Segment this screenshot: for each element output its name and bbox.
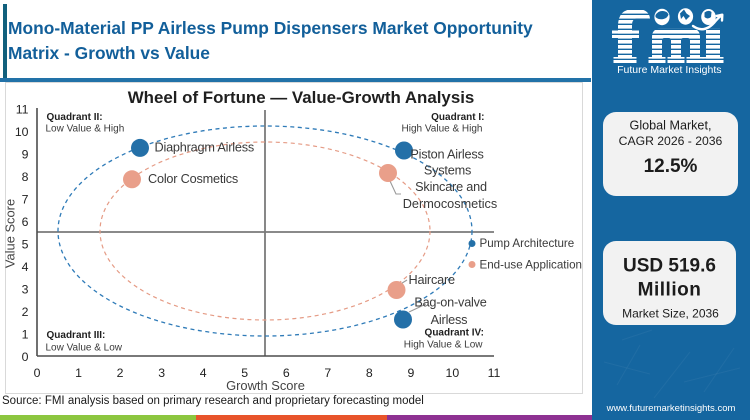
svg-text:4: 4 — [22, 260, 29, 274]
svg-text:8: 8 — [22, 170, 29, 184]
svg-text:8: 8 — [366, 366, 373, 380]
svg-text:5: 5 — [241, 366, 248, 380]
svg-text:Market Size, 2036: Market Size, 2036 — [622, 307, 719, 321]
svg-text:1: 1 — [22, 327, 29, 341]
svg-text:Low Value & High: Low Value & High — [46, 124, 125, 135]
svg-text:Airless: Airless — [431, 313, 468, 327]
svg-text:7: 7 — [324, 366, 331, 380]
svg-text:Pump Architecture: Pump Architecture — [480, 237, 575, 250]
svg-text:Haircare: Haircare — [409, 273, 455, 287]
svg-text:USD 519.6: USD 519.6 — [623, 255, 716, 276]
svg-text:11: 11 — [488, 366, 501, 380]
svg-text:6: 6 — [22, 215, 29, 229]
svg-text:2: 2 — [22, 305, 29, 319]
svg-text:11: 11 — [16, 102, 29, 116]
svg-text:Low Value & Low: Low Value & Low — [46, 343, 123, 354]
svg-text:Future Market Insights: Future Market Insights — [617, 64, 721, 76]
svg-text:Million: Million — [638, 280, 702, 301]
svg-text:Dermocosmetics: Dermocosmetics — [403, 197, 497, 211]
svg-text:3: 3 — [22, 282, 29, 296]
svg-text:Skincare and: Skincare and — [415, 180, 487, 194]
svg-text:Value Score: Value Score — [3, 199, 18, 268]
svg-text:7: 7 — [22, 192, 29, 206]
svg-text:0: 0 — [34, 366, 41, 380]
svg-text:6: 6 — [283, 366, 290, 380]
svg-text:High Value & Low: High Value & Low — [404, 340, 484, 351]
svg-text:www.futuremarketinsights.com: www.futuremarketinsights.com — [606, 403, 736, 414]
svg-text:High Value & High: High Value & High — [402, 124, 483, 135]
svg-text:0: 0 — [22, 350, 29, 364]
svg-text:End-use Application: End-use Application — [480, 259, 582, 272]
svg-text:9: 9 — [407, 366, 414, 380]
svg-text:10: 10 — [15, 125, 29, 139]
svg-text:Growth Score: Growth Score — [226, 378, 305, 393]
svg-text:CAGR 2026 - 2036: CAGR 2026 - 2036 — [619, 134, 723, 148]
svg-text:Quadrant II:: Quadrant II: — [47, 112, 103, 123]
svg-text:Quadrant I:: Quadrant I: — [431, 112, 484, 123]
svg-text:Bag-on-valve: Bag-on-valve — [414, 295, 486, 309]
svg-text:Global Market,: Global Market, — [630, 118, 712, 132]
svg-text:1: 1 — [75, 366, 82, 380]
svg-text:5: 5 — [22, 237, 29, 251]
svg-text:Color Cosmetics: Color Cosmetics — [148, 172, 238, 186]
svg-text:10: 10 — [446, 366, 460, 380]
svg-text:Wheel of Fortune — Value-Growt: Wheel of Fortune — Value-Growth Analysis — [128, 88, 475, 107]
svg-text:12.5%: 12.5% — [644, 156, 698, 177]
svg-text:Diaphragm Airless: Diaphragm Airless — [155, 141, 255, 155]
svg-text:2: 2 — [117, 366, 124, 380]
svg-text:Piston Airless: Piston Airless — [410, 148, 483, 162]
svg-text:Systems: Systems — [424, 164, 471, 178]
svg-text:9: 9 — [22, 147, 29, 161]
svg-text:Quadrant IV:: Quadrant IV: — [425, 328, 484, 339]
svg-text:4: 4 — [200, 366, 207, 380]
svg-text:3: 3 — [158, 366, 165, 380]
svg-text:Quadrant III:: Quadrant III: — [47, 330, 106, 341]
